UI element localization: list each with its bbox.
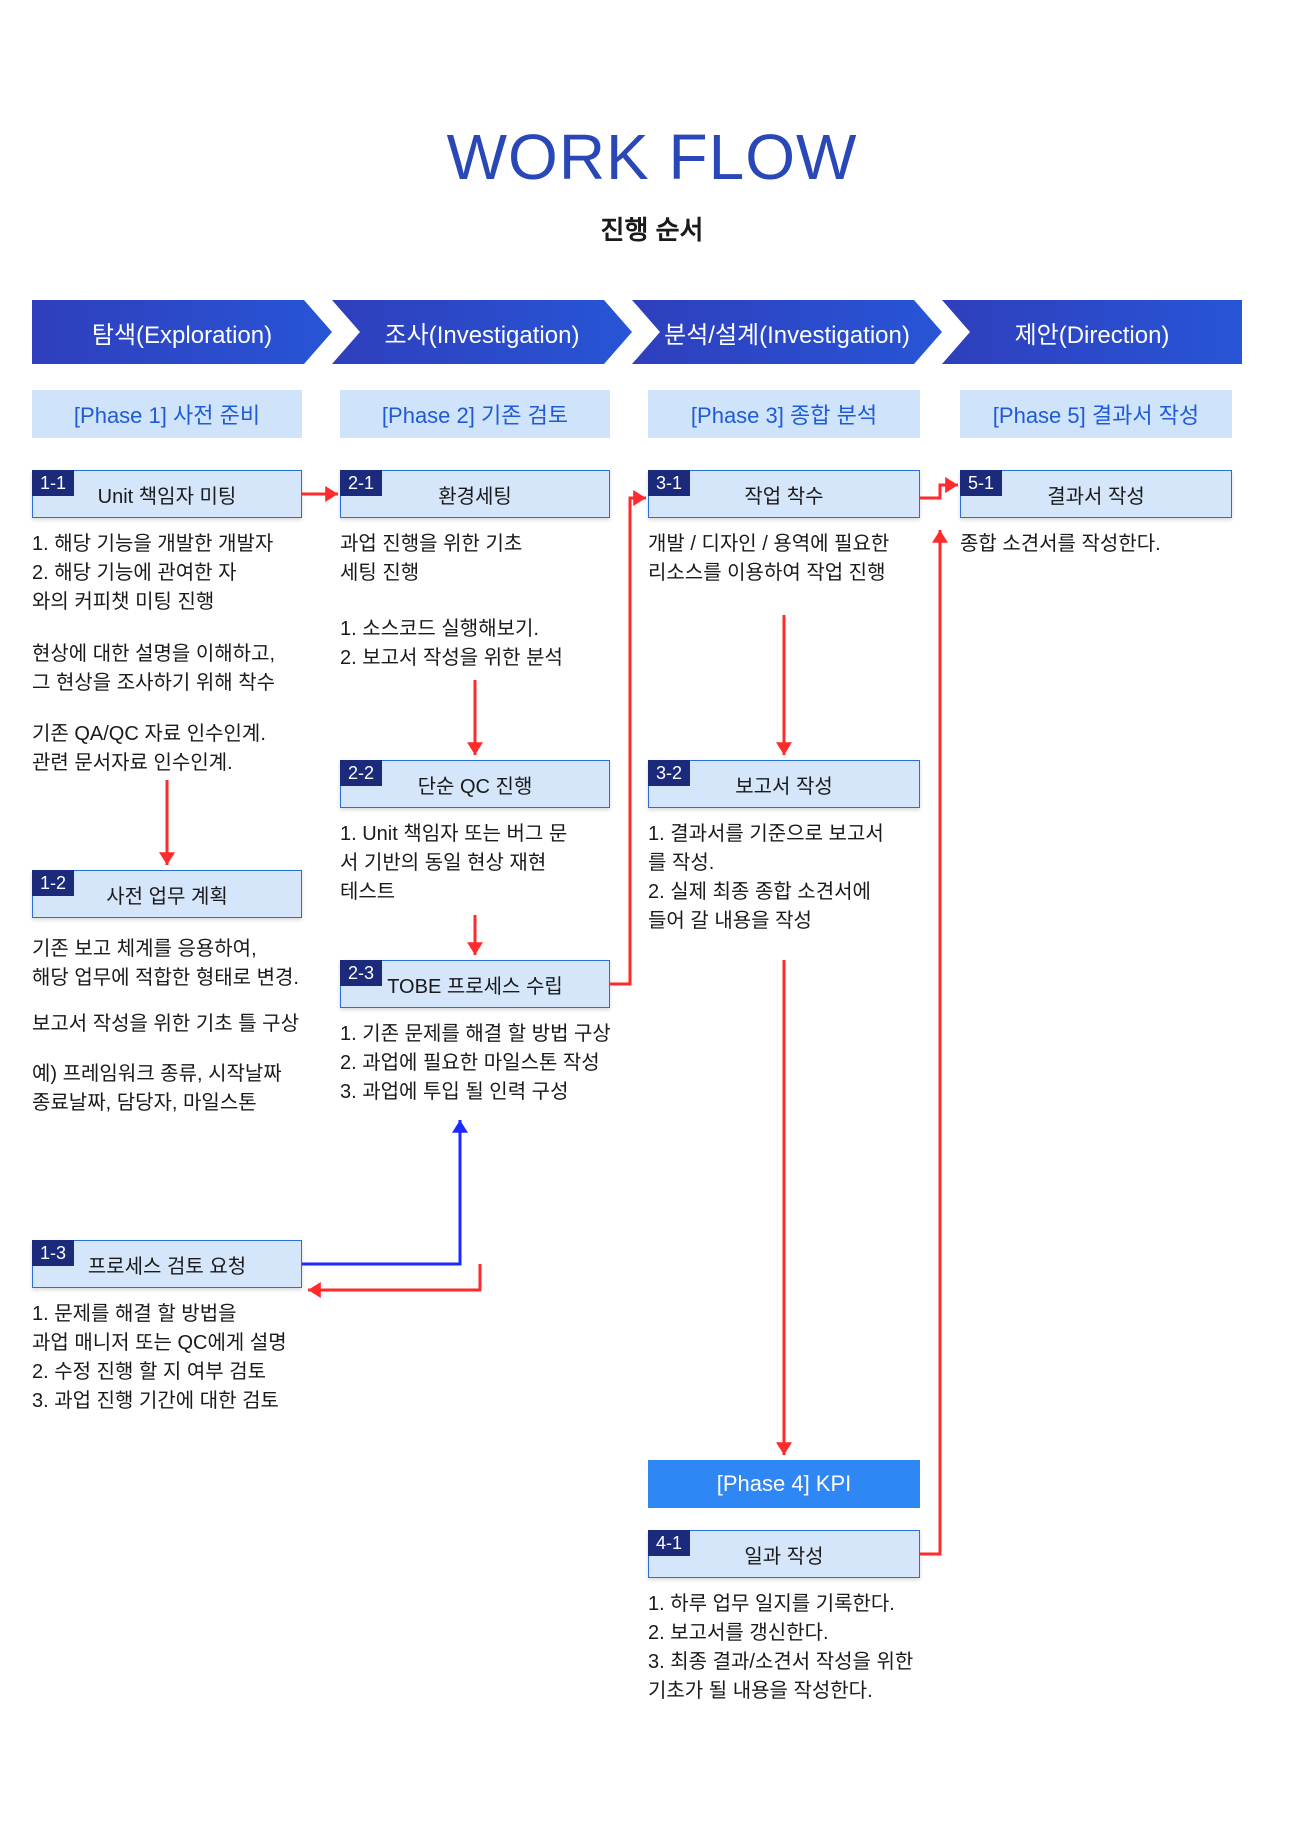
note-text: 기존 QA/QC 자료 인수인계. 관련 문서자료 인수인계. (32, 720, 322, 778)
phase-bar: [Phase 1] 사전 준비 (32, 390, 302, 438)
note-text: 보고서 작성을 위한 기초 틀 구상 (32, 1010, 322, 1039)
note-text: 현상에 대한 설명을 이해하고, 그 현상을 조사하기 위해 착수 (32, 640, 322, 698)
stage-label: 조사(Investigation) (385, 315, 580, 350)
step-title: 일과 작성 (649, 1531, 919, 1577)
step-title: 사전 업무 계획 (33, 871, 301, 917)
stage-label: 탐색(Exploration) (92, 315, 272, 350)
step-box: 4-1 일과 작성 (648, 1530, 920, 1578)
step-title: 작업 착수 (649, 471, 919, 517)
note-text: 1. 하루 업무 일지를 기록한다. 2. 보고서를 갱신한다. 3. 최종 결… (648, 1590, 968, 1706)
step-title: TOBE 프로세스 수립 (341, 961, 609, 1007)
note-text: 1. 결과서를 기준으로 보고서 를 작성. 2. 실제 최종 종합 소견서에 … (648, 820, 948, 936)
note-text: 과업 진행을 위한 기초 세팅 진행 (340, 530, 630, 588)
stage-header: 분석/설계(Investigation) (632, 300, 942, 364)
phase-bar: [Phase 4] KPI (648, 1460, 920, 1508)
stage-header: 제안(Direction) (942, 300, 1242, 364)
note-text: 예) 프레임워크 종류, 시작날짜 종료날짜, 담당자, 마일스톤 (32, 1060, 322, 1118)
step-box: 1-1 Unit 책임자 미팅 (32, 470, 302, 518)
step-box: 3-2 보고서 작성 (648, 760, 920, 808)
note-text: 종합 소견서를 작성한다. (960, 530, 1250, 559)
phase-bar: [Phase 3] 종합 분석 (648, 390, 920, 438)
step-box: 2-1 환경세팅 (340, 470, 610, 518)
page-title: WORK FLOW (0, 120, 1304, 194)
step-box: 3-1 작업 착수 (648, 470, 920, 518)
step-box: 1-3 프로세스 검토 요청 (32, 1240, 302, 1288)
step-box: 2-3 TOBE 프로세스 수립 (340, 960, 610, 1008)
step-title: Unit 책임자 미팅 (33, 471, 301, 517)
page-subtitle: 진행 순서 (0, 210, 1304, 247)
stage-label: 분석/설계(Investigation) (664, 315, 910, 350)
step-box: 1-2 사전 업무 계획 (32, 870, 302, 918)
note-text: 기존 보고 체계를 응용하여, 해당 업무에 적합한 형태로 변경. (32, 935, 322, 993)
step-title: 보고서 작성 (649, 761, 919, 807)
note-text: 1. 소스코드 실행해보기. 2. 보고서 작성을 위한 분석 (340, 615, 630, 673)
step-box: 5-1 결과서 작성 (960, 470, 1232, 518)
note-text: 1. 문제를 해결 할 방법을 과업 매니저 또는 QC에게 설명 2. 수정 … (32, 1300, 332, 1416)
note-text: 1. Unit 책임자 또는 버그 문 서 기반의 동일 현상 재현 테스트 (340, 820, 640, 907)
stage-header: 탐색(Exploration) (32, 300, 332, 364)
stage-header: 조사(Investigation) (332, 300, 632, 364)
step-box: 2-2 단순 QC 진행 (340, 760, 610, 808)
note-text: 개발 / 디자인 / 용역에 필요한 리소스를 이용하여 작업 진행 (648, 530, 948, 588)
step-title: 결과서 작성 (961, 471, 1231, 517)
note-text: 1. 해당 기능을 개발한 개발자 2. 해당 기능에 관여한 자 와의 커피챗… (32, 530, 322, 617)
note-text: 1. 기존 문제를 해결 할 방법 구상 2. 과업에 필요한 마일스톤 작성 … (340, 1020, 650, 1107)
step-title: 환경세팅 (341, 471, 609, 517)
step-title: 단순 QC 진행 (341, 761, 609, 807)
stage-label: 제안(Direction) (1015, 315, 1170, 350)
phase-bar: [Phase 5] 결과서 작성 (960, 390, 1232, 438)
step-title: 프로세스 검토 요청 (33, 1241, 301, 1287)
phase-bar: [Phase 2] 기존 검토 (340, 390, 610, 438)
